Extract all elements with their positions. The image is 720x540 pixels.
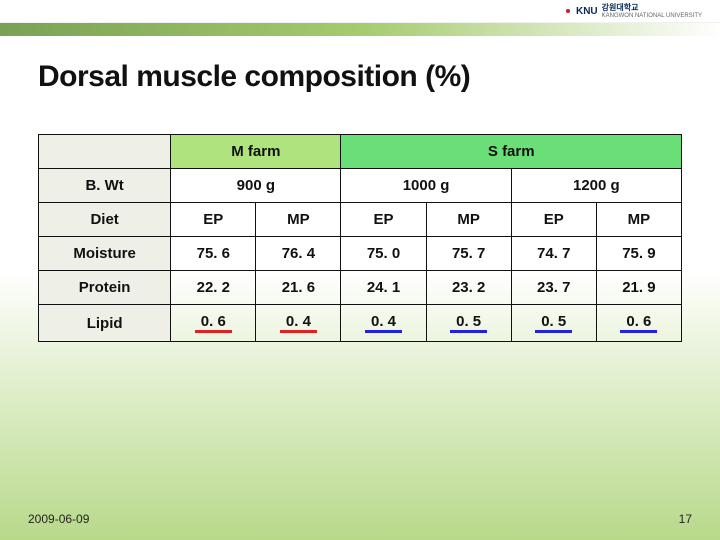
lipid-2: 0. 4 — [341, 305, 426, 342]
top-strip: KNU 강원대학교 KANGWON NATIONAL UNIVERSITY — [0, 0, 720, 22]
row-label-diet: Diet — [39, 203, 171, 237]
prot-2: 24. 1 — [341, 271, 426, 305]
row-label-protein: Protein — [39, 271, 171, 305]
composition-table: M farm S farm B. Wt 900 g 1000 g 1200 g … — [38, 134, 682, 342]
footer-date: 2009-06-09 — [28, 512, 89, 526]
diet-1: MP — [256, 203, 341, 237]
diet-5: MP — [596, 203, 681, 237]
lipid-5: 0. 6 — [596, 305, 681, 342]
lipid-1: 0. 4 — [256, 305, 341, 342]
moist-1: 76. 4 — [256, 237, 341, 271]
diet-0: EP — [171, 203, 256, 237]
moist-5: 75. 9 — [596, 237, 681, 271]
prot-0: 22. 2 — [171, 271, 256, 305]
row-label-bwt: B. Wt — [39, 169, 171, 203]
diet-3: MP — [426, 203, 511, 237]
logo: KNU 강원대학교 KANGWON NATIONAL UNIVERSITY — [566, 3, 702, 19]
logo-dot — [566, 9, 570, 13]
weight-row: B. Wt 900 g 1000 g 1200 g — [39, 169, 682, 203]
footer-page: 17 — [679, 512, 692, 526]
lipid-4: 0. 5 — [511, 305, 596, 342]
lipid-0: 0. 6 — [171, 305, 256, 342]
farm-header-row: M farm S farm — [39, 135, 682, 169]
weight-1200: 1200 g — [511, 169, 681, 203]
lipid-val-0: 0. 6 — [195, 313, 232, 333]
weight-1000: 1000 g — [341, 169, 511, 203]
lipid-row: Lipid 0. 6 0. 4 0. 4 0. 5 0. 5 0. 6 — [39, 305, 682, 342]
weight-900: 900 g — [171, 169, 341, 203]
lipid-val-1: 0. 4 — [280, 313, 317, 333]
lipid-val-3: 0. 5 — [450, 313, 487, 333]
lipid-val-5: 0. 6 — [620, 313, 657, 333]
moisture-row: Moisture 75. 6 76. 4 75. 0 75. 7 74. 7 7… — [39, 237, 682, 271]
logo-sub2: KANGWON NATIONAL UNIVERSITY — [602, 13, 702, 19]
logo-sub: 강원대학교 — [602, 3, 639, 12]
page-title: Dorsal muscle composition (%) — [0, 38, 720, 94]
moist-2: 75. 0 — [341, 237, 426, 271]
farm-header-m: M farm — [171, 135, 341, 169]
moist-3: 75. 7 — [426, 237, 511, 271]
lipid-val-2: 0. 4 — [365, 313, 402, 333]
lipid-3: 0. 5 — [426, 305, 511, 342]
row-label-lipid: Lipid — [39, 305, 171, 342]
header-ribbon — [0, 22, 720, 38]
row-label-moisture: Moisture — [39, 237, 171, 271]
logo-text: KNU — [576, 6, 598, 17]
prot-4: 23. 7 — [511, 271, 596, 305]
prot-5: 21. 9 — [596, 271, 681, 305]
prot-3: 23. 2 — [426, 271, 511, 305]
protein-row: Protein 22. 2 21. 6 24. 1 23. 2 23. 7 21… — [39, 271, 682, 305]
blank-cell — [39, 135, 171, 169]
moist-0: 75. 6 — [171, 237, 256, 271]
diet-2: EP — [341, 203, 426, 237]
lipid-val-4: 0. 5 — [535, 313, 572, 333]
moist-4: 74. 7 — [511, 237, 596, 271]
composition-table-wrap: M farm S farm B. Wt 900 g 1000 g 1200 g … — [0, 94, 720, 342]
diet-row: Diet EP MP EP MP EP MP — [39, 203, 682, 237]
farm-header-s: S farm — [341, 135, 682, 169]
diet-4: EP — [511, 203, 596, 237]
prot-1: 21. 6 — [256, 271, 341, 305]
